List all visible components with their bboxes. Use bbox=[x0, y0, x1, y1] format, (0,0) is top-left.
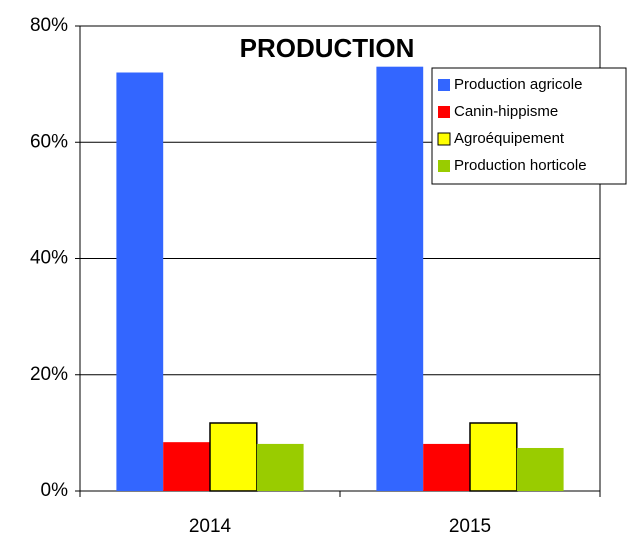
legend-label: Production horticole bbox=[454, 157, 587, 174]
legend-swatch bbox=[438, 79, 450, 91]
x-tick-label: 2014 bbox=[189, 516, 232, 536]
legend-swatch bbox=[437, 132, 451, 146]
y-tick-label: 60% bbox=[30, 131, 68, 152]
bar bbox=[423, 443, 470, 491]
y-tick-label: 20% bbox=[30, 364, 68, 385]
bar bbox=[256, 443, 304, 491]
y-tick-label: 40% bbox=[30, 248, 68, 269]
legend-swatch bbox=[438, 106, 450, 118]
legend-swatch bbox=[438, 160, 450, 172]
legend-label: Canin-hippisme bbox=[454, 103, 558, 120]
bar bbox=[469, 422, 518, 492]
bar bbox=[116, 72, 164, 491]
chart-title: PRODUCTION bbox=[240, 33, 415, 63]
legend-label: Agroéquipement bbox=[454, 130, 565, 147]
bar bbox=[209, 422, 258, 492]
y-tick-label: 80% bbox=[30, 15, 68, 36]
y-tick-label: 0% bbox=[41, 480, 69, 501]
bar bbox=[163, 442, 210, 491]
bar bbox=[516, 447, 564, 491]
legend bbox=[431, 67, 627, 185]
x-tick-label: 2015 bbox=[449, 516, 491, 536]
legend-label: Production agricole bbox=[454, 76, 582, 93]
bar bbox=[376, 66, 424, 491]
